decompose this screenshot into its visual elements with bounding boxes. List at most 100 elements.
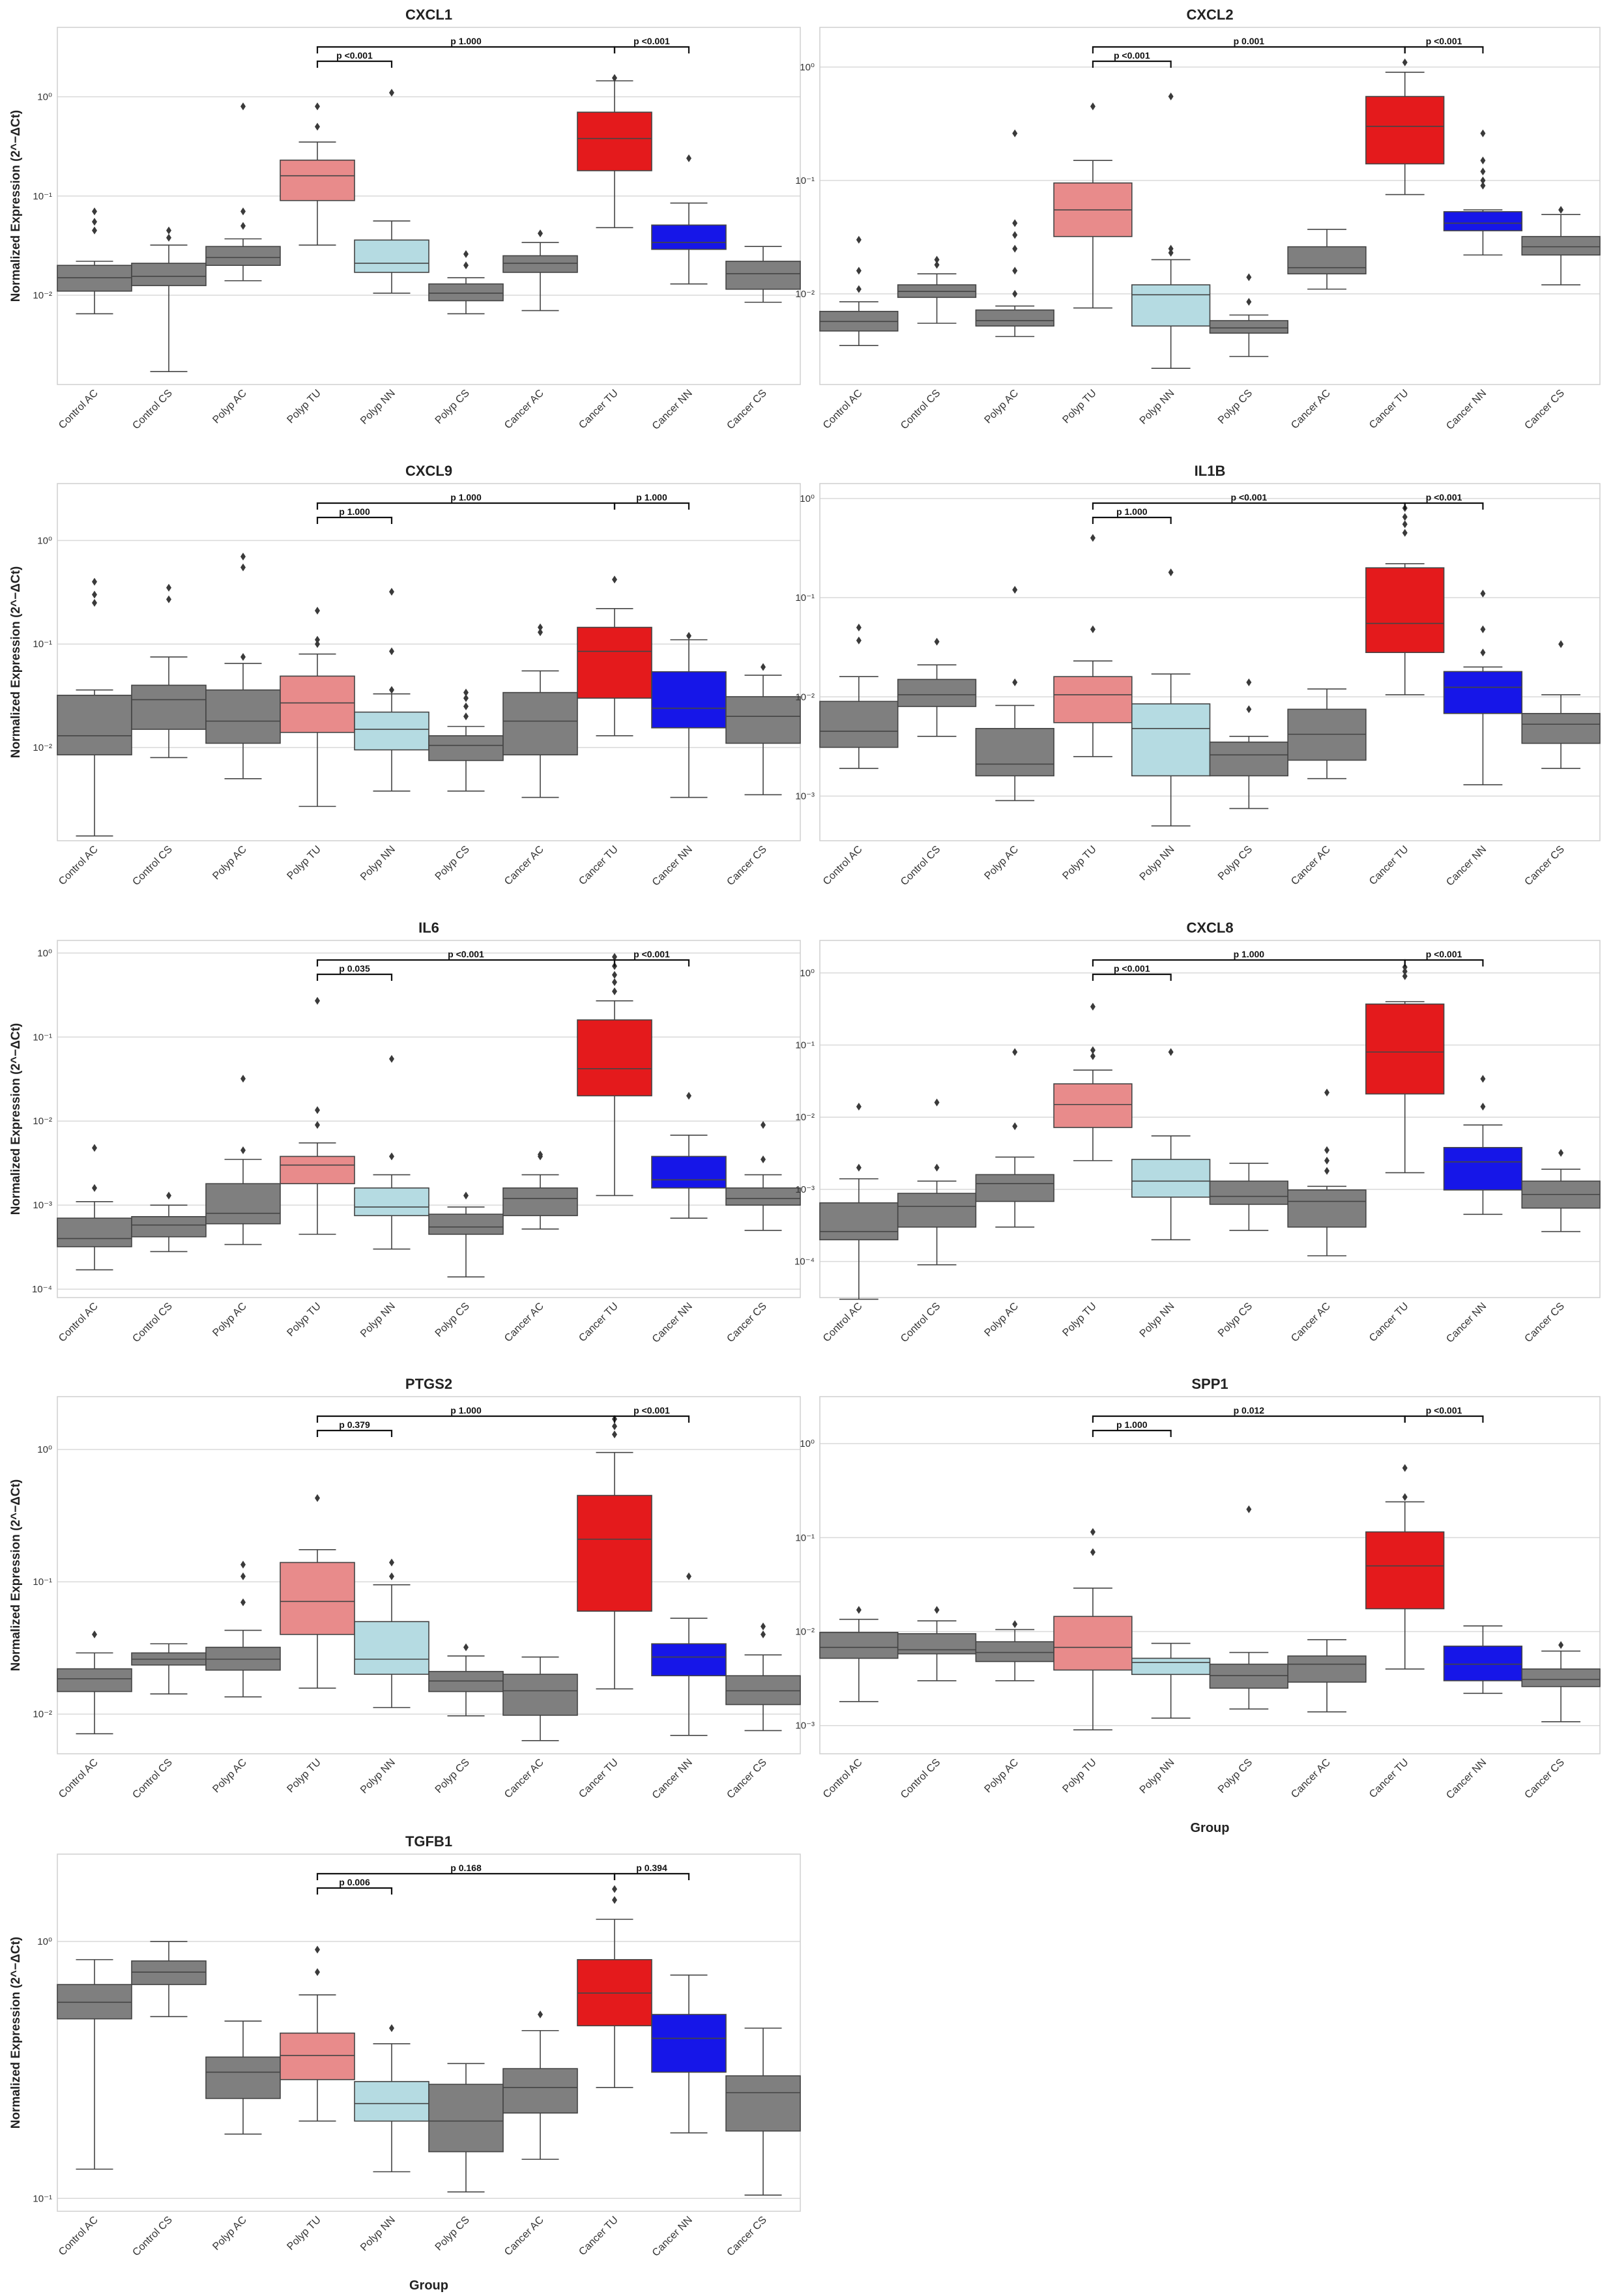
x-tick-label: Polyp AC xyxy=(210,844,249,882)
outlier-point xyxy=(166,226,171,235)
outlier-point xyxy=(538,1150,543,1159)
x-tick-label: Cancer CS xyxy=(1523,844,1567,888)
outlier-point xyxy=(240,653,246,661)
iqr-box xyxy=(131,1960,207,1985)
iqr-box xyxy=(1131,1657,1211,1676)
box-polyp-cs xyxy=(1209,1163,1288,1231)
chart-title: PTGS2 xyxy=(405,1376,452,1392)
x-tick-label: Cancer CS xyxy=(725,844,768,888)
x-tick-label: Cancer CS xyxy=(725,388,768,431)
box-polyp-cs xyxy=(428,688,504,792)
outlier-point xyxy=(389,1558,394,1567)
bracket-line xyxy=(613,502,690,510)
iqr-box xyxy=(651,1155,727,1189)
box-cancer-ac xyxy=(502,623,578,798)
iqr-box xyxy=(725,2075,801,2132)
outlier-point xyxy=(1402,1464,1408,1472)
outlier-point xyxy=(1168,568,1174,577)
outlier-point xyxy=(1480,181,1486,190)
outlier-point xyxy=(240,102,246,111)
p-value-label: p 0.012 xyxy=(1234,1405,1265,1416)
box-control-cs xyxy=(897,1606,977,1681)
x-tick-label: Polyp TU xyxy=(285,388,323,426)
bracket-line xyxy=(613,1872,690,1880)
box-polyp-cs xyxy=(1209,678,1288,809)
x-tick-label: Polyp NN xyxy=(1138,388,1177,427)
panel-spp1: 10⁻³ 10⁻² 10⁻¹ 10⁰ SPP1 Control AC Control CS P… xyxy=(795,1376,1601,1835)
p-value-label: p 1.000 xyxy=(1116,1419,1148,1430)
iqr-box xyxy=(1365,1531,1445,1610)
outlier-point xyxy=(315,123,320,131)
outlier-point xyxy=(1090,1052,1096,1060)
outlier-point xyxy=(1324,1156,1330,1165)
outlier-point xyxy=(1558,1149,1564,1157)
y-tick-label: 10⁻² xyxy=(795,1627,815,1638)
p-value-label: p 1.000 xyxy=(339,506,370,517)
plot-frame xyxy=(57,940,801,1298)
y-tick-label: 10⁰ xyxy=(37,1936,52,1947)
iqr-box xyxy=(1521,712,1601,744)
outlier-point xyxy=(389,89,394,97)
outlier-point xyxy=(240,1560,246,1569)
outlier-point xyxy=(1090,534,1096,542)
x-tick-label: Cancer TU xyxy=(1367,1301,1411,1344)
outlier-point xyxy=(315,1121,320,1129)
x-tick-label: Cancer AC xyxy=(1289,1757,1333,1801)
box-cancer-nn xyxy=(1443,1625,1523,1694)
iqr-box xyxy=(1131,1159,1211,1198)
bracket-line xyxy=(316,60,393,68)
iqr-box xyxy=(1521,236,1601,256)
outlier-point xyxy=(686,1572,691,1580)
outlier-point xyxy=(934,261,940,269)
x-tick-label: Polyp AC xyxy=(983,844,1021,882)
bracket-line xyxy=(316,1429,393,1437)
box-cancer-tu xyxy=(577,1885,652,2089)
outlier-point xyxy=(612,1431,617,1439)
chart-title: SPP1 xyxy=(1191,1376,1228,1392)
outlier-point xyxy=(538,229,543,238)
box-polyp-ac xyxy=(205,2020,281,2135)
p-value-label: p <0.001 xyxy=(1426,1405,1462,1416)
bracket-line xyxy=(1092,973,1172,981)
iqr-box xyxy=(1209,1180,1288,1205)
p-value-label: p <0.001 xyxy=(1114,50,1150,61)
y-tick-label: 10⁻³ xyxy=(33,1200,52,1211)
outlier-point xyxy=(934,637,940,646)
outlier-point xyxy=(389,587,394,596)
box-cancer-ac xyxy=(502,2011,578,2160)
x-tick-label: Polyp AC xyxy=(210,1757,249,1795)
x-tick-label: Cancer TU xyxy=(1367,1757,1411,1801)
iqr-box xyxy=(577,1494,652,1612)
outlier-point xyxy=(240,1075,246,1083)
x-tick-label: Control AC xyxy=(57,1301,100,1344)
box-cancer-tu xyxy=(577,74,652,229)
iqr-box xyxy=(651,671,727,729)
iqr-box xyxy=(354,1187,429,1217)
plot-frame xyxy=(819,1396,1601,1754)
box-control-ac xyxy=(57,577,132,837)
outlier-point xyxy=(1480,156,1486,165)
outlier-point xyxy=(761,1155,766,1164)
x-tick-label: Cancer NN xyxy=(1444,844,1488,888)
iqr-box xyxy=(897,1193,977,1228)
iqr-box xyxy=(725,1675,801,1706)
box-cancer-cs xyxy=(1521,1149,1601,1232)
significance-bracket: p <0.001 xyxy=(1404,1405,1484,1423)
outlier-point xyxy=(240,207,246,216)
outlier-point xyxy=(1480,167,1486,176)
panel-ptgs2: 10⁻² 10⁻¹ 10⁰ PTGS2 Normalized Expression (2… xyxy=(9,1376,801,1801)
outlier-point xyxy=(934,1163,940,1172)
bracket-line xyxy=(1404,959,1484,966)
outlier-point xyxy=(1012,231,1018,239)
outlier-point xyxy=(1012,267,1018,275)
outlier-point xyxy=(612,987,617,996)
box-polyp-tu xyxy=(1053,102,1133,309)
iqr-box xyxy=(819,1202,899,1241)
outlier-point xyxy=(612,1885,617,1893)
x-tick-label: Polyp NN xyxy=(358,2215,398,2254)
iqr-box xyxy=(131,684,207,730)
panel-cxcl1: 10⁻² 10⁻¹ 10⁰ CXCL1 Normalized Expression (2… xyxy=(9,7,801,432)
x-tick-label: Control AC xyxy=(821,1757,865,1801)
outlier-point xyxy=(1324,1167,1330,1175)
iqr-box xyxy=(1521,1668,1601,1687)
